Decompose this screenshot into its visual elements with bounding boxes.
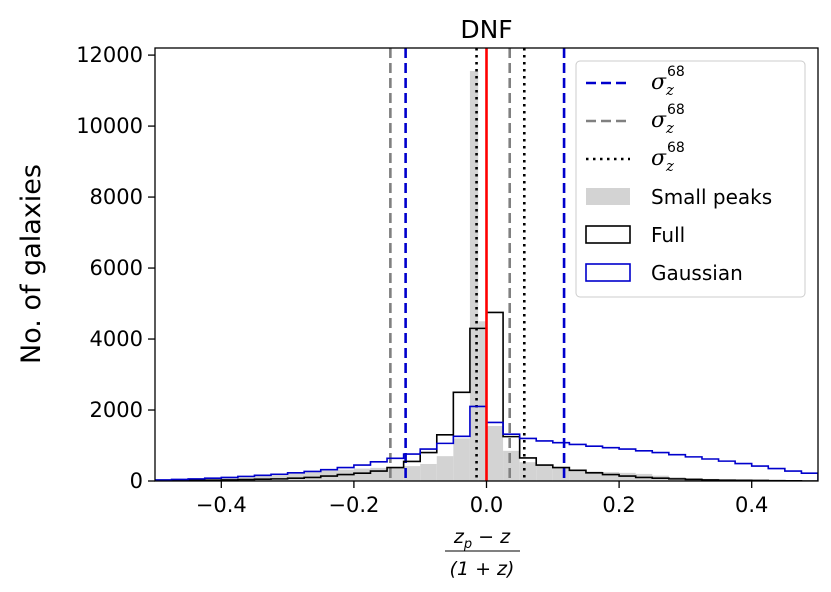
small-peaks-bar [469,71,479,481]
small-peaks-bar [287,473,305,481]
small-peaks-bar [585,471,603,481]
legend-patch-swatch [586,188,630,205]
small-peaks-bar [503,450,520,481]
legend-entry: σz68 [586,102,685,137]
x-label-num-rest: − z [472,526,511,548]
legend-entry: Small peaks [586,185,772,209]
chart-title: DNF [460,15,512,44]
legend-box [575,60,806,298]
x-tick-label: −0.4 [196,493,247,517]
legend-label-sup: 68 [667,140,685,156]
y-tick-label: 12000 [76,43,143,67]
legend-patch-swatch [585,263,631,282]
legend-label-main: σ [651,146,667,171]
x-label-denominator: (1 + z) [450,558,515,580]
legend-label-sup: 68 [667,64,685,80]
x-label-num-main: z [453,526,465,548]
legend-label-sub: z [665,81,674,99]
legend-entry: σz68 [586,140,685,175]
legend-label-sup: 68 [667,102,685,118]
legend-label: σz68 [651,102,685,137]
legend-label-sub: z [665,157,674,175]
small-peaks-bar [304,472,321,481]
small-peaks-bar [254,475,272,481]
legend-label-main: σ [651,108,667,133]
small-peaks-bars [155,71,818,481]
reference-lines [389,48,566,481]
legend-label: Gaussian [651,261,743,285]
y-axis-label: No. of galaxies [16,164,47,364]
small-peaks-bar [478,321,487,481]
small-peaks-bar [569,470,586,481]
y-axis-ticks: 0 2000 4000 6000 8000 10000 12000 [76,43,155,493]
y-tick-label: 4000 [90,327,143,351]
y-tick-label: 6000 [90,256,143,280]
x-tick-label: −0.2 [328,493,379,517]
legend-entry: σz68 [586,64,685,99]
small-peaks-bar [271,474,288,481]
small-peaks-bar [453,438,470,481]
small-peaks-bar [552,467,570,481]
small-peaks-bar [519,462,537,481]
legend-patch-swatch [585,225,631,244]
x-axis-ticks: −0.4 −0.2 0.0 0.2 0.4 [196,481,768,517]
x-tick-label: 0.2 [602,493,635,517]
small-peaks-bar [370,467,388,481]
legend-label-sub: z [665,119,674,137]
x-label-num-sub: p [463,537,472,552]
legend-label-main: σ [651,70,667,95]
small-peaks-bar [486,425,504,481]
small-peaks-bar [420,463,437,481]
small-peaks-bar [602,472,620,481]
legend-label: Full [651,223,685,247]
plot-area [155,48,818,481]
y-tick-label: 10000 [76,114,143,138]
small-peaks-bar [619,472,636,481]
y-tick-label: 0 [130,469,143,493]
y-tick-label: 8000 [90,185,143,209]
small-peaks-bar [353,468,371,481]
legend-entry: Gaussian [585,261,743,285]
small-peaks-bar [403,466,421,481]
legend-label: σz68 [651,64,685,99]
legend-label: σz68 [651,140,685,175]
x-tick-label: 0.0 [470,493,503,517]
small-peaks-bar [536,464,553,481]
y-tick-label: 2000 [90,398,143,422]
legend-label: Small peaks [651,185,772,209]
x-axis-label: zp − z (1 + z) [445,526,520,580]
small-peaks-bar [436,456,454,481]
x-tick-label: 0.4 [735,493,768,517]
svg-text:zp − z: zp − z [453,526,511,552]
legend-entry: Full [585,223,685,247]
